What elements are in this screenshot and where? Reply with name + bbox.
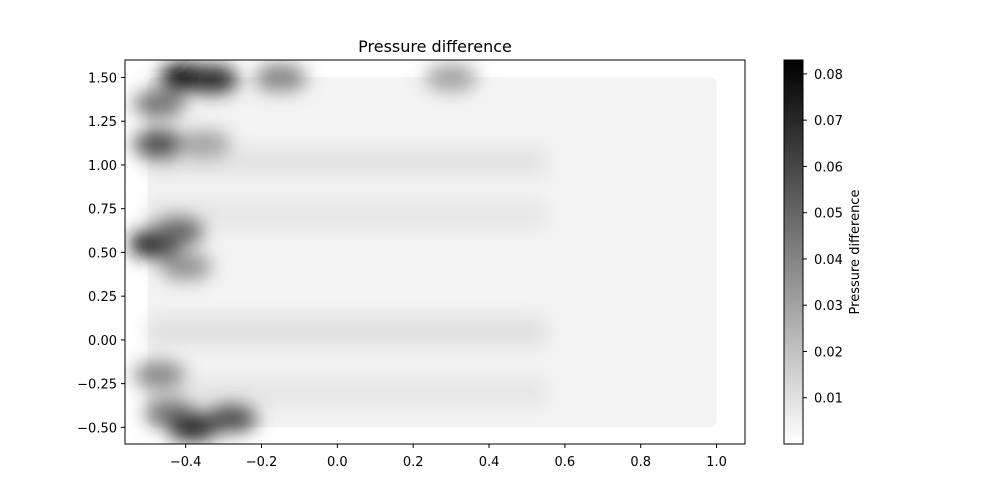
pressure-band xyxy=(147,199,546,228)
chart-title: Pressure difference xyxy=(358,37,512,56)
pressure-hotspot xyxy=(205,404,258,433)
pressure-band xyxy=(147,378,546,407)
pressure-hotspot xyxy=(425,63,478,92)
colorbar-label: Pressure difference xyxy=(848,190,863,315)
colorbar-tick-label: 0.05 xyxy=(814,207,843,222)
y-tick-label: 0.75 xyxy=(88,203,117,218)
pressure-hotspot xyxy=(254,63,307,92)
y-tick-label: −0.50 xyxy=(77,421,117,436)
colorbar-tick-label: 0.04 xyxy=(814,253,843,268)
colorbar-tick-label: 0.01 xyxy=(814,392,843,407)
pressure-field xyxy=(147,77,717,428)
y-tick-label: 1.25 xyxy=(88,115,117,130)
pressure-hotspot xyxy=(152,217,205,246)
colorbar-tick-label: 0.03 xyxy=(814,299,843,314)
y-tick-label: 1.00 xyxy=(88,159,117,174)
pressure-hotspot xyxy=(133,89,186,118)
pressure-hotspot xyxy=(133,360,186,389)
x-tick-label: −0.4 xyxy=(170,455,202,470)
x-tick-label: 0.8 xyxy=(630,455,651,470)
x-tick-label: 0.6 xyxy=(555,455,576,470)
pressure-hotspot xyxy=(186,65,239,94)
x-tick-label: −0.2 xyxy=(246,455,278,470)
pressure-hotspot xyxy=(159,252,212,281)
pressure-band xyxy=(147,317,546,346)
y-tick-label: 0.25 xyxy=(88,290,117,305)
plot-area xyxy=(124,59,746,445)
x-axis: −0.4 −0.2 0.0 0.2 0.4 0.6 0.8 1.0 xyxy=(170,444,727,470)
colorbar-tick-label: 0.08 xyxy=(814,68,843,83)
y-tick-label: −0.25 xyxy=(77,378,117,393)
colorbar-tick-label: 0.07 xyxy=(814,114,843,129)
y-axis: −0.50 −0.25 0.00 0.25 0.50 0.75 1.00 1.25 1.50 xyxy=(77,71,125,436)
pressure-bands xyxy=(147,147,546,407)
colorbar-ticks: 0.01 0.02 0.03 0.04 0.05 0.06 0.07 0.08 xyxy=(803,68,843,407)
x-tick-label: 1.0 xyxy=(706,455,727,470)
y-tick-label: 1.50 xyxy=(88,71,117,86)
x-tick-label: 0.0 xyxy=(327,455,348,470)
pressure-hotspots xyxy=(129,63,478,442)
pressure-hotspot xyxy=(178,129,231,158)
y-tick-label: 0.00 xyxy=(88,334,117,349)
x-tick-label: 0.4 xyxy=(479,455,500,470)
colorbar-tick-label: 0.06 xyxy=(814,160,843,175)
colorbar: 0.01 0.02 0.03 0.04 0.05 0.06 0.07 0.08 Pressur… xyxy=(783,59,863,445)
colorbar-tick-label: 0.02 xyxy=(814,345,843,360)
y-tick-label: 0.50 xyxy=(88,246,117,261)
x-tick-label: 0.2 xyxy=(403,455,424,470)
pressure-hotspot xyxy=(133,129,186,158)
colorbar-gradient xyxy=(783,59,804,445)
